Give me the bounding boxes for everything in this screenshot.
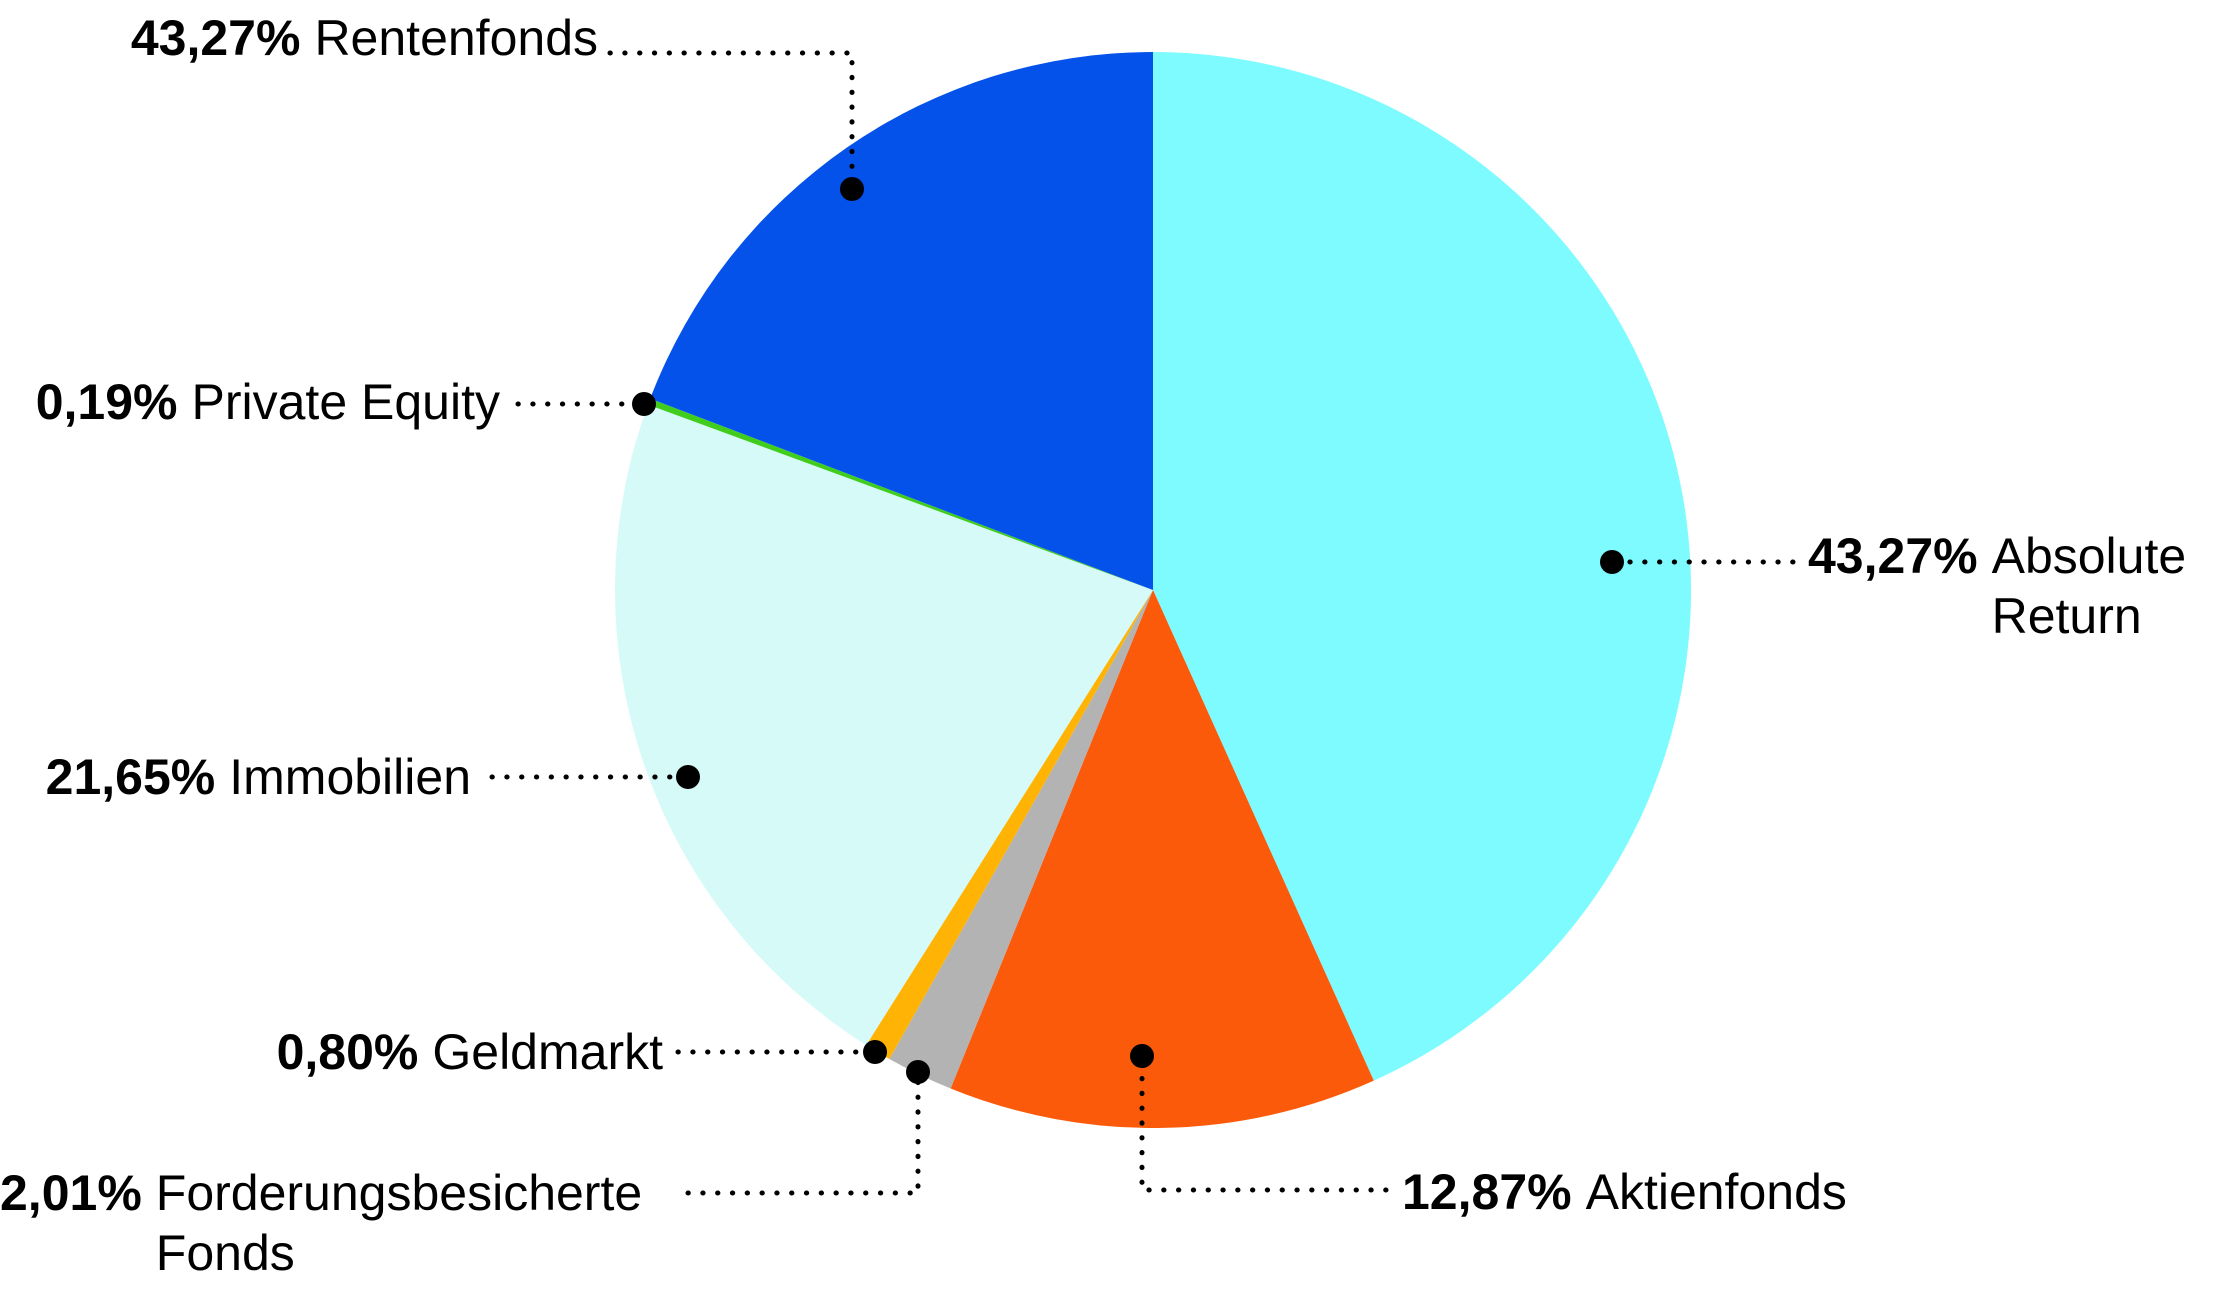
value-geldmarkt: 0,80% bbox=[276, 1024, 419, 1080]
label-forderungsbesicherte-fonds: 2,01% Forderungsbesicherte Fonds bbox=[0, 1163, 662, 1283]
label-private-equity: 0,19% Private Equity bbox=[36, 372, 500, 432]
value-immobilien: 21,65% bbox=[45, 749, 216, 805]
leader-lines bbox=[489, 50, 1796, 1196]
name-rentenfonds: Rentenfonds bbox=[314, 10, 598, 66]
name-absolute-return: Absolute Return bbox=[1991, 528, 2187, 644]
pie-slice-immobilien bbox=[614, 404, 1153, 1046]
pie-slice-forderungsbesicherte-fonds bbox=[889, 590, 1153, 1089]
name-immobilien: Immobilien bbox=[229, 749, 471, 805]
name-aktienfonds: Aktienfonds bbox=[1585, 1164, 1847, 1220]
anchor-dot-aktienfonds bbox=[1130, 1044, 1154, 1068]
leader-line-rentenfonds bbox=[607, 50, 855, 192]
anchor-dot-forderungsbesicherte-fonds bbox=[906, 1060, 930, 1084]
value-absolute-return: 43,27% bbox=[1808, 528, 1978, 584]
label-immobilien: 21,65% Immobilien bbox=[46, 747, 471, 807]
leader-line-forderungsbesicherte-fonds bbox=[685, 1069, 921, 1196]
label-geldmarkt: 0,80% Geldmarkt bbox=[277, 1022, 663, 1082]
pie-slice-geldmarkt bbox=[866, 590, 1153, 1059]
label-aktienfonds: 12,87% Aktienfonds bbox=[1402, 1162, 1847, 1222]
value-forderungsbesicherte-fonds: 2,01% bbox=[0, 1165, 142, 1221]
name-private-equity: Private Equity bbox=[191, 374, 500, 430]
pie-slice-private-equity bbox=[647, 398, 1153, 590]
anchor-dot-rentenfonds bbox=[840, 177, 864, 201]
pie-slice-absolute-return bbox=[1153, 52, 1692, 1081]
anchor-dot-immobilien bbox=[676, 765, 700, 789]
value-private-equity: 0,19% bbox=[35, 374, 178, 430]
anchor-dot-private-equity bbox=[632, 392, 656, 416]
name-geldmarkt: Geldmarkt bbox=[432, 1024, 663, 1080]
name-forderungsbesicherte-fonds: Forderungsbesicherte Fonds bbox=[155, 1165, 643, 1281]
value-aktienfonds: 12,87% bbox=[1402, 1164, 1572, 1220]
value-rentenfonds: 43,27% bbox=[130, 10, 301, 66]
anchor-dot-geldmarkt bbox=[863, 1040, 887, 1064]
anchor-dot-absolute-return bbox=[1600, 550, 1624, 574]
label-rentenfonds: 43,27% Rentenfonds bbox=[131, 8, 598, 68]
label-absolute-return: 43,27% Absolute Return bbox=[1808, 526, 2204, 646]
pie-slices bbox=[614, 52, 1692, 1129]
pie-slice-aktienfonds bbox=[950, 590, 1374, 1129]
pie-slice-rentenfonds bbox=[650, 52, 1153, 590]
